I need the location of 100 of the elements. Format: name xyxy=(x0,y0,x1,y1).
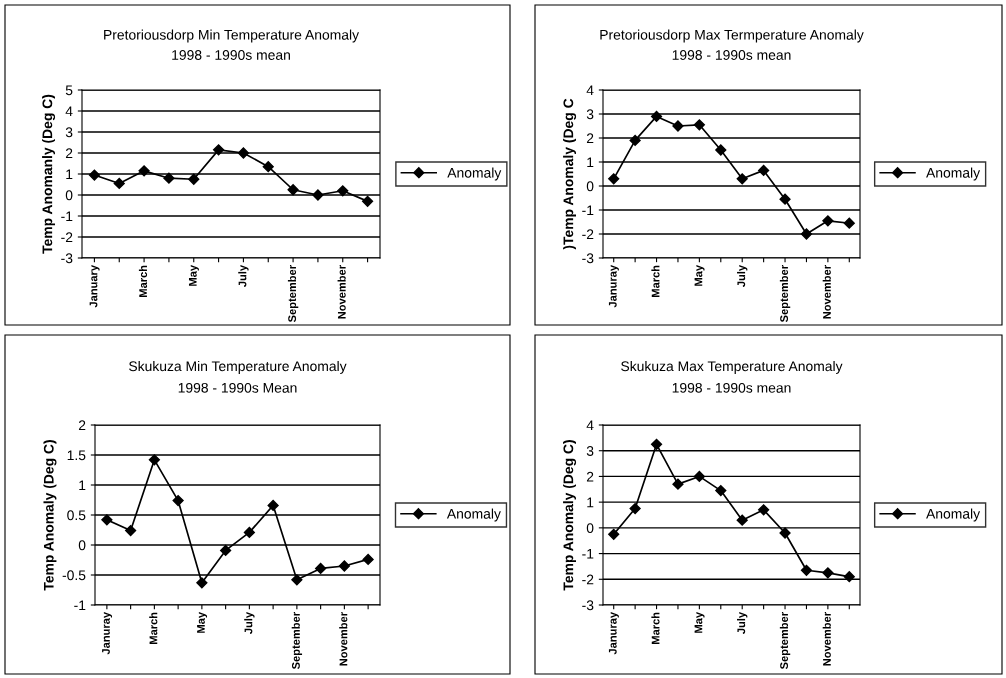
chart-subtitle: 1998 - 1990s mean xyxy=(672,382,791,393)
chart-title: Skukuza Max Temperature Anomaly xyxy=(621,360,843,374)
point xyxy=(715,144,727,156)
y-tick-label: 3 xyxy=(586,446,594,456)
legend-label: Anomaly xyxy=(926,167,981,181)
chart-subtitle: 1998 - 1990s mean xyxy=(672,50,791,60)
y-tick-label: -0.5 xyxy=(62,570,86,581)
chart-title: Pretoriousdorp Max Termperature Anomaly xyxy=(600,29,864,43)
point xyxy=(693,470,705,483)
point xyxy=(243,526,255,539)
point xyxy=(237,147,250,159)
x-tick-label: July xyxy=(244,612,255,635)
x-tick-label: Januray xyxy=(608,265,619,308)
x-tick-label: March xyxy=(651,612,660,644)
point xyxy=(163,172,175,184)
chart-title: Skukuza Min Temperature Anomaly xyxy=(129,360,347,374)
y-axis-title: Temp Anomaly (Deg C) xyxy=(563,440,577,591)
y-tick-label: 0 xyxy=(586,523,594,534)
y-tick-label: 1 xyxy=(587,157,594,168)
x-tick-label: May xyxy=(188,265,199,286)
point xyxy=(113,177,125,190)
x-tick-label: July xyxy=(238,265,249,288)
y-tick-label: 2 xyxy=(586,133,594,144)
point xyxy=(138,165,150,177)
point xyxy=(779,193,791,205)
y-tick-label: 2 xyxy=(65,148,73,159)
point xyxy=(629,502,641,515)
y-tick-label: 3 xyxy=(65,127,73,138)
y-tick-label: 0 xyxy=(586,181,594,192)
x-tick-label: November xyxy=(339,612,348,666)
point xyxy=(800,564,813,576)
point xyxy=(843,571,855,583)
chart-subtitle: 1998 - 1990s mean xyxy=(172,50,290,60)
y-tick-label: -2 xyxy=(61,232,73,243)
point xyxy=(822,215,834,227)
legend-label: Anomaly xyxy=(446,508,501,522)
x-tick-label: Januray xyxy=(608,612,619,655)
x-tick-label: July xyxy=(737,612,748,635)
y-tick-label: -3 xyxy=(582,253,594,264)
x-tick-label: November xyxy=(822,265,831,319)
y-tick-label: 4 xyxy=(65,106,73,117)
point xyxy=(361,195,374,207)
y-axis-title: )Temp Anomaly (Deg C xyxy=(563,98,577,250)
y-tick-label: -1 xyxy=(74,600,86,611)
point xyxy=(220,544,232,557)
point xyxy=(262,161,274,173)
y-tick-label: 0 xyxy=(65,190,73,201)
y-tick-label: -2 xyxy=(582,229,594,240)
x-tick-label: Januray xyxy=(102,612,113,655)
y-tick-label: 1 xyxy=(587,497,594,508)
y-tick-label: 0.5 xyxy=(67,510,86,521)
y-tick-label: 5 xyxy=(65,85,73,96)
point xyxy=(822,567,834,579)
point xyxy=(715,484,727,497)
point xyxy=(291,574,303,586)
point xyxy=(172,494,184,507)
y-axis-title: Temp Anomaly (Deg C) xyxy=(43,440,57,591)
y-tick-label: 2 xyxy=(78,420,86,431)
x-tick-label: September xyxy=(291,612,303,670)
y-tick-label: 1 xyxy=(79,480,86,491)
x-tick-label: November xyxy=(822,612,831,666)
y-tick-label: 0 xyxy=(78,540,86,551)
y-tick-label: 3 xyxy=(586,109,594,120)
point xyxy=(608,528,620,540)
chart-subtitle: 1998 - 1990s Mean xyxy=(178,382,297,393)
point xyxy=(608,173,620,185)
point xyxy=(800,228,813,240)
point xyxy=(196,577,208,589)
x-tick-label: September xyxy=(779,612,791,670)
point xyxy=(287,184,299,196)
x-tick-label: May xyxy=(197,612,208,633)
point xyxy=(629,134,641,147)
x-tick-label: March xyxy=(651,265,660,297)
x-tick-label: September xyxy=(287,265,299,323)
point xyxy=(758,504,770,516)
point xyxy=(672,478,684,490)
point xyxy=(338,560,350,572)
point xyxy=(736,514,748,526)
chart-title: Pretoriousdorp Min Temperature Anomaly xyxy=(104,29,360,43)
point xyxy=(337,185,349,197)
point xyxy=(148,454,160,466)
point xyxy=(736,173,748,185)
point xyxy=(188,173,200,185)
x-tick-label: May xyxy=(694,612,705,633)
y-tick-label: 2 xyxy=(586,471,594,482)
point xyxy=(315,562,327,575)
point xyxy=(758,164,770,177)
x-tick-label: March xyxy=(138,265,148,297)
legend-label: Anomaly xyxy=(926,508,981,522)
legend-label: Anomaly xyxy=(447,167,502,181)
y-tick-label: 4 xyxy=(586,85,594,96)
y-tick-label: -3 xyxy=(582,600,594,611)
point xyxy=(362,553,374,566)
x-tick-label: September xyxy=(779,265,791,323)
point xyxy=(212,144,225,156)
point xyxy=(267,499,279,512)
point xyxy=(650,438,663,450)
y-tick-label: -3 xyxy=(61,253,73,264)
y-tick-label: 1.5 xyxy=(67,450,86,461)
y-tick-label: -2 xyxy=(582,574,594,585)
